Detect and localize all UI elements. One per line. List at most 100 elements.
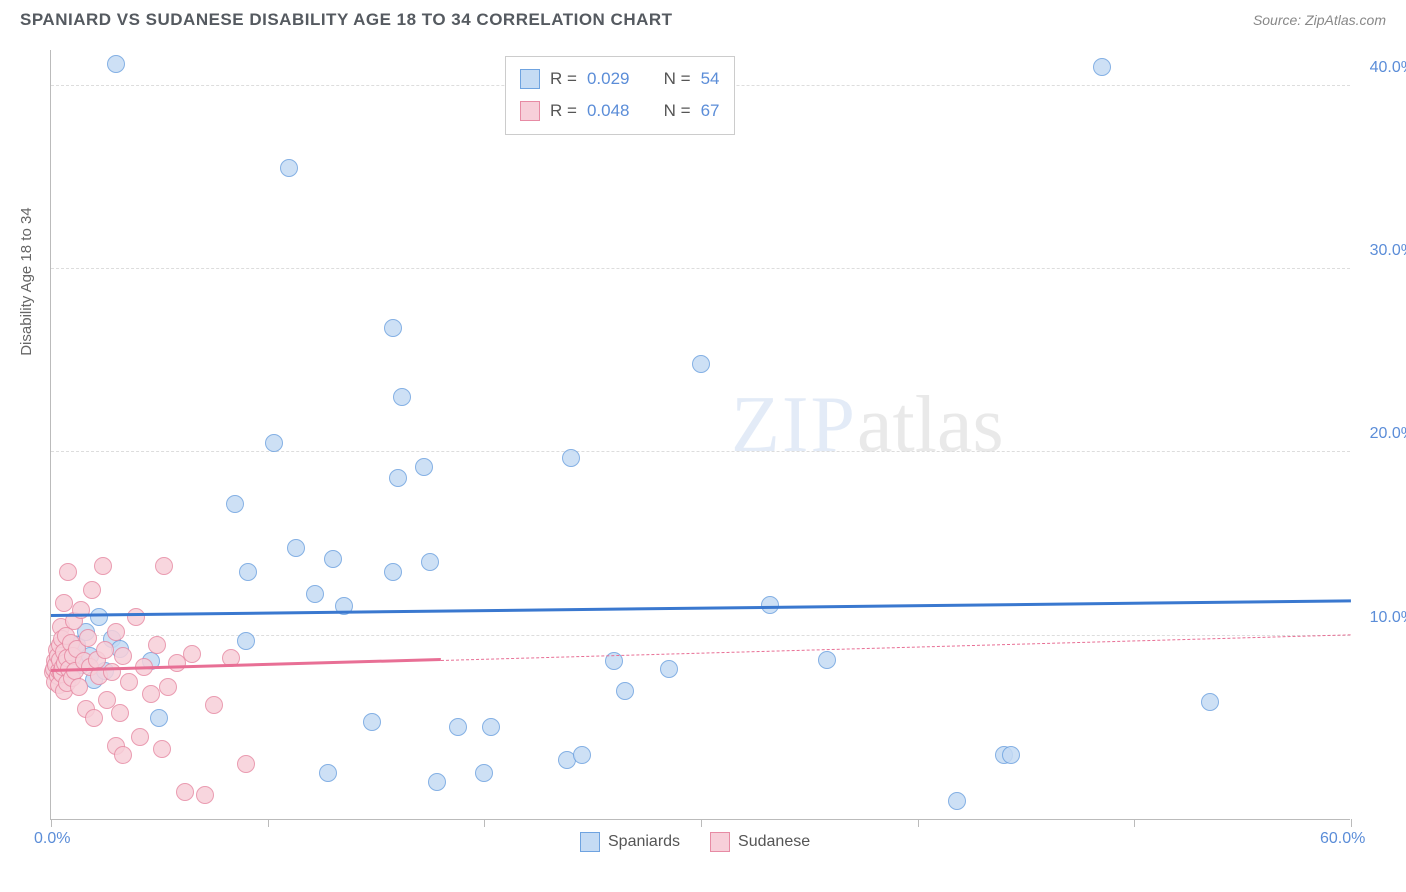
- data-point: [107, 55, 125, 73]
- data-point: [205, 696, 223, 714]
- data-point: [159, 678, 177, 696]
- data-point: [70, 678, 88, 696]
- legend-label: Spaniards: [608, 833, 680, 851]
- data-point: [393, 388, 411, 406]
- y-axis-label: Disability Age 18 to 34: [18, 207, 35, 355]
- legend-item: Spaniards: [580, 832, 680, 852]
- data-point: [384, 563, 402, 581]
- r-label: R =: [550, 95, 577, 127]
- watermark: ZIPatlas: [731, 380, 1004, 471]
- legend-swatch: [710, 832, 730, 852]
- data-point: [428, 773, 446, 791]
- data-point: [692, 355, 710, 373]
- data-point: [1093, 58, 1111, 76]
- legend-item: Sudanese: [710, 832, 810, 852]
- data-point: [475, 764, 493, 782]
- data-point: [415, 458, 433, 476]
- watermark-zip: ZIP: [731, 381, 857, 469]
- data-point: [83, 581, 101, 599]
- x-tick-label: 60.0%: [1320, 830, 1365, 848]
- data-point: [239, 563, 257, 581]
- n-value: 67: [701, 95, 720, 127]
- legend-stats: R = 0.029 N = 54R = 0.048 N = 67: [505, 56, 735, 135]
- data-point: [324, 550, 342, 568]
- data-point: [226, 495, 244, 513]
- data-point: [155, 557, 173, 575]
- data-point: [103, 663, 121, 681]
- r-value: 0.029: [587, 63, 630, 95]
- data-point: [562, 449, 580, 467]
- legend-series: Spaniards Sudanese: [580, 832, 810, 852]
- data-point: [196, 786, 214, 804]
- y-tick-label: 40.0%: [1370, 59, 1406, 77]
- data-point: [482, 718, 500, 736]
- data-point: [237, 755, 255, 773]
- data-point: [818, 651, 836, 669]
- data-point: [389, 469, 407, 487]
- data-point: [363, 713, 381, 731]
- data-point: [1201, 693, 1219, 711]
- data-point: [79, 629, 97, 647]
- trend-line: [51, 600, 1351, 618]
- data-point: [96, 641, 114, 659]
- x-tick-label: 0.0%: [34, 830, 70, 848]
- legend-label: Sudanese: [738, 833, 810, 851]
- data-point: [55, 594, 73, 612]
- data-point: [114, 746, 132, 764]
- data-point: [1002, 746, 1020, 764]
- y-tick-label: 30.0%: [1370, 242, 1406, 260]
- x-tick: [701, 819, 702, 827]
- x-tick: [51, 819, 52, 827]
- data-point: [111, 704, 129, 722]
- data-point: [94, 557, 112, 575]
- data-point: [319, 764, 337, 782]
- data-point: [761, 596, 779, 614]
- data-point: [107, 623, 125, 641]
- data-point: [85, 709, 103, 727]
- y-tick-label: 20.0%: [1370, 425, 1406, 443]
- x-tick: [1134, 819, 1135, 827]
- grid-line: [51, 268, 1350, 269]
- legend-stats-row: R = 0.048 N = 67: [520, 95, 720, 127]
- n-label: N =: [664, 63, 691, 95]
- data-point: [148, 636, 166, 654]
- data-point: [176, 783, 194, 801]
- data-point: [384, 319, 402, 337]
- data-point: [948, 792, 966, 810]
- chart-title: SPANIARD VS SUDANESE DISABILITY AGE 18 T…: [20, 10, 673, 30]
- data-point: [421, 553, 439, 571]
- data-point: [660, 660, 678, 678]
- legend-swatch: [520, 69, 540, 89]
- watermark-atlas: atlas: [857, 381, 1004, 469]
- x-tick: [484, 819, 485, 827]
- legend-stats-row: R = 0.029 N = 54: [520, 63, 720, 95]
- x-tick: [268, 819, 269, 827]
- data-point: [449, 718, 467, 736]
- legend-swatch: [580, 832, 600, 852]
- x-tick: [1351, 819, 1352, 827]
- data-point: [90, 608, 108, 626]
- n-label: N =: [664, 95, 691, 127]
- data-point: [127, 608, 145, 626]
- chart-header: SPANIARD VS SUDANESE DISABILITY AGE 18 T…: [0, 0, 1406, 35]
- n-value: 54: [701, 63, 720, 95]
- grid-line: [51, 451, 1350, 452]
- r-value: 0.048: [587, 95, 630, 127]
- data-point: [237, 632, 255, 650]
- data-point: [131, 728, 149, 746]
- data-point: [287, 539, 305, 557]
- source-attribution: Source: ZipAtlas.com: [1253, 12, 1386, 28]
- data-point: [265, 434, 283, 452]
- r-label: R =: [550, 63, 577, 95]
- data-point: [120, 673, 138, 691]
- y-tick-label: 10.0%: [1370, 609, 1406, 627]
- x-tick: [918, 819, 919, 827]
- data-point: [114, 647, 132, 665]
- data-point: [280, 159, 298, 177]
- data-point: [183, 645, 201, 663]
- plot-area: ZIPatlas 10.0%20.0%30.0%40.0%: [50, 50, 1350, 820]
- data-point: [142, 685, 160, 703]
- trend-line: [441, 635, 1351, 662]
- data-point: [616, 682, 634, 700]
- data-point: [150, 709, 168, 727]
